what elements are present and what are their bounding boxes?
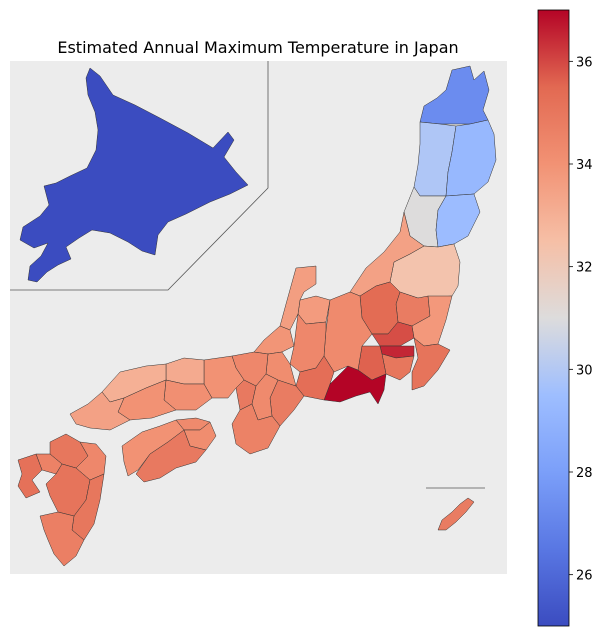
region-okinawa (437, 497, 475, 531)
region-wakayama (231, 403, 281, 455)
region-tottori (165, 357, 205, 385)
colorbar-tick-label: 36 (576, 55, 593, 70)
region-hokkaido (19, 67, 249, 283)
region-iwate (445, 119, 497, 197)
region-kagoshima (39, 511, 85, 567)
colorbar-tick-label: 32 (576, 261, 593, 276)
region-gifu (289, 313, 327, 373)
colorbar-tick-label: 26 (576, 569, 593, 584)
inset-frame-line (10, 61, 269, 291)
colorbar-tick-label: 28 (576, 466, 593, 481)
map-title: Estimated Annual Maximum Temperature in … (57, 38, 458, 57)
region-yamaguchi (69, 391, 131, 431)
region-ishikawa (279, 265, 317, 331)
colorbar-ticks: 26 28 30 32 34 36 (569, 55, 593, 584)
colorbar-tick-label: 30 (576, 363, 593, 378)
region-kochi (135, 429, 207, 483)
region-nagasaki (17, 453, 43, 499)
colorbar (537, 9, 570, 627)
colorbar-tick-label: 34 (576, 158, 593, 173)
region-chiba (411, 337, 451, 391)
